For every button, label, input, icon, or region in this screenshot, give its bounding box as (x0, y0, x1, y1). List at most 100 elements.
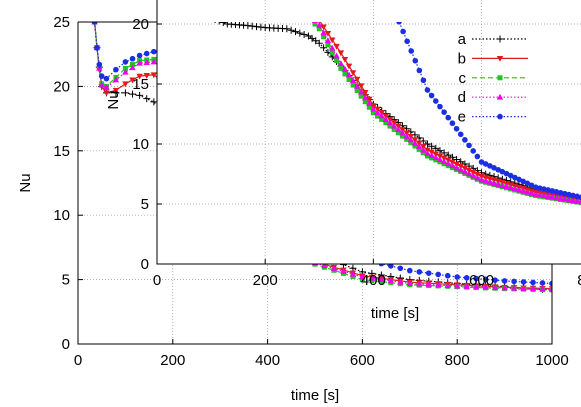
inset-legend-label-0: a (458, 31, 467, 48)
main-point (330, 265, 338, 271)
inset-point (366, 104, 372, 110)
inset-legend-marker-0 (496, 35, 504, 43)
main-point (143, 50, 150, 57)
inset-point (436, 156, 444, 163)
inset-point (487, 163, 493, 169)
inset-point (432, 98, 439, 104)
inset-point (578, 194, 581, 201)
main-point (520, 285, 527, 291)
main-x-tick-label: 600 (350, 352, 375, 369)
inset-point (399, 133, 405, 139)
main-x-tick-label: 200 (160, 352, 185, 369)
inset-point (420, 146, 427, 153)
inset-point (382, 116, 390, 122)
main-y-axis-label: Nu (17, 173, 34, 192)
main-point (549, 280, 552, 287)
main-point (529, 285, 537, 292)
main-point (520, 279, 527, 285)
inset-point (553, 194, 560, 201)
main-point (91, 22, 98, 25)
main-point (143, 95, 151, 103)
inset-point (316, 22, 323, 28)
main-point (416, 280, 423, 287)
inset-x-tick-label: 800 (577, 272, 581, 289)
main-point (129, 55, 136, 62)
inset-point (395, 126, 402, 133)
inset-series-group (214, 22, 581, 206)
inset-point (511, 185, 519, 192)
inset-legend-item-0: a (458, 31, 528, 48)
inset-point (403, 133, 410, 139)
inset-point (337, 60, 345, 66)
inset-point (561, 190, 568, 197)
main-point (122, 68, 129, 75)
main-point (150, 58, 158, 65)
inset-point (333, 43, 340, 50)
main-point (454, 274, 461, 280)
inset-point (308, 34, 316, 42)
inset-point (553, 189, 560, 195)
main-x-tick-label: 800 (445, 352, 470, 369)
inset-point (561, 195, 568, 202)
inset-point (466, 142, 472, 149)
main-point (321, 262, 328, 269)
main-point (435, 271, 442, 278)
main-point (425, 281, 432, 287)
main-point (340, 267, 347, 274)
inset-point (515, 186, 523, 193)
inset-point (424, 87, 431, 93)
inset-point (349, 70, 357, 76)
inset-point (432, 144, 440, 152)
inset-point (478, 176, 485, 183)
main-point (454, 282, 461, 289)
inset-point (358, 93, 364, 99)
inset-point (457, 131, 464, 138)
inset-legend-label-3: d (458, 89, 466, 106)
main-point (98, 81, 105, 88)
inset-point (287, 26, 295, 34)
main-point (96, 61, 103, 68)
inset-point (383, 120, 389, 126)
inset-y-tick-label: 10 (132, 136, 149, 153)
main-point (444, 282, 451, 288)
inset-point (499, 182, 506, 188)
inset-point (400, 28, 406, 35)
inset-point (524, 188, 531, 195)
main-y-tick-label: 10 (53, 207, 70, 224)
inset-x-tick-label: 0 (153, 272, 161, 289)
main-point (121, 89, 129, 97)
main-point (136, 73, 143, 80)
main-point (122, 65, 128, 71)
inset-point (449, 162, 456, 169)
inset-point (342, 71, 348, 77)
inset-point (449, 120, 456, 127)
inset-point (408, 140, 414, 146)
main-point (136, 91, 144, 99)
inset-point (482, 177, 489, 184)
inset-background (157, 0, 581, 264)
main-point (387, 277, 395, 284)
inset-point (333, 52, 340, 59)
main-point (112, 87, 120, 94)
inset-point (428, 92, 435, 99)
main-x-tick-label: 0 (74, 352, 82, 369)
inset-point (300, 31, 308, 39)
inset-point (350, 82, 356, 88)
inset-point (503, 170, 510, 177)
inset-point (549, 193, 556, 200)
main-point (539, 285, 546, 292)
main-y-tick-label: 20 (53, 78, 70, 95)
main-point (103, 90, 110, 97)
inset-legend-label-2: c (459, 70, 467, 87)
main-point (463, 274, 470, 281)
main-point (143, 73, 150, 79)
main-point (397, 265, 404, 272)
inset-point (345, 63, 353, 70)
inset-point (386, 119, 394, 126)
main-point (482, 276, 489, 283)
main-point (368, 274, 376, 281)
inset-point (387, 123, 393, 129)
main-point (122, 81, 129, 88)
main-y-tick-label: 15 (53, 143, 70, 160)
inset-legend-item-4: e (458, 109, 528, 126)
